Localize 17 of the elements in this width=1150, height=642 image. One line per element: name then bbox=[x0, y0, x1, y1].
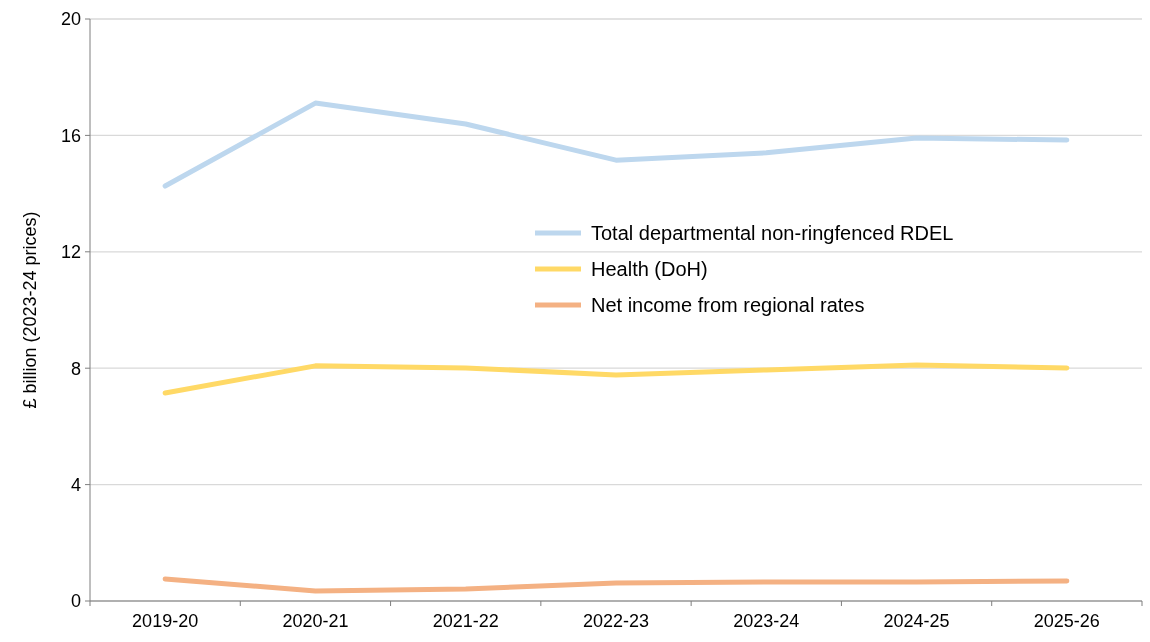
x-tick-label: 2024-25 bbox=[883, 611, 950, 631]
y-tick-label: 0 bbox=[70, 591, 81, 612]
legend-label: Health (DoH) bbox=[591, 258, 708, 280]
x-tick-label: 2025-26 bbox=[1033, 611, 1100, 631]
y-tick-label: 4 bbox=[70, 474, 81, 495]
legend-label: Net income from regional rates bbox=[591, 294, 865, 316]
x-tick-label: 2021-22 bbox=[432, 611, 499, 631]
y-axis-title: £ billion (2023-24 prices) bbox=[20, 211, 40, 409]
y-tick-label: 16 bbox=[60, 125, 81, 146]
y-tick-label: 8 bbox=[70, 358, 81, 379]
x-tick-label: 2019-20 bbox=[132, 611, 199, 631]
y-tick-label: 12 bbox=[60, 242, 81, 263]
x-tick-label: 2022-23 bbox=[582, 611, 650, 631]
y-tick-label: 20 bbox=[60, 9, 81, 30]
legend-label: Total departmental non-ringfenced RDEL bbox=[591, 222, 954, 244]
x-tick-label: 2023-24 bbox=[733, 611, 800, 631]
x-tick-label: 2020-21 bbox=[282, 611, 349, 631]
